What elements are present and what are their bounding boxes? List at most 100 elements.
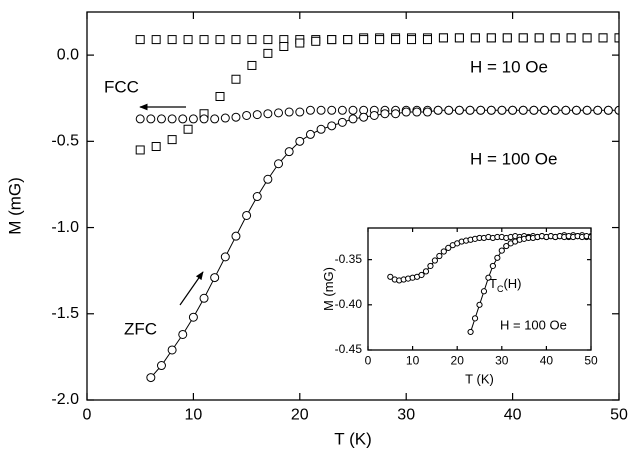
data-point — [465, 105, 475, 115]
data-point — [252, 110, 262, 120]
data-point — [598, 33, 608, 43]
x-tick-label: 50 — [610, 406, 628, 423]
data-point — [418, 271, 425, 279]
x-tick-label: 0 — [365, 354, 372, 368]
data-point — [486, 33, 496, 43]
y-tick-label: 0.0 — [57, 46, 79, 63]
data-point — [470, 33, 480, 43]
tc-label: TC(H) — [489, 276, 522, 294]
data-point — [295, 38, 305, 48]
tc-label-part: (H) — [503, 276, 521, 291]
x-tick-label: 40 — [504, 406, 522, 423]
data-point — [422, 35, 432, 45]
data-point — [582, 33, 592, 43]
y-tick-label: -0.45 — [335, 342, 363, 356]
data-point — [391, 35, 401, 45]
data-point — [486, 105, 496, 115]
data-point — [550, 105, 560, 115]
data-point — [343, 35, 353, 45]
data-point — [151, 142, 161, 152]
data-point — [454, 33, 464, 43]
data-point — [571, 105, 581, 115]
data-point — [467, 328, 474, 336]
data-point — [135, 145, 145, 155]
data-point — [210, 114, 220, 124]
data-point — [263, 174, 273, 184]
data-point — [231, 74, 241, 84]
annotation: H = 10 Oe — [470, 57, 548, 76]
data-point — [359, 112, 369, 122]
data-point — [375, 35, 385, 45]
data-point — [561, 105, 571, 115]
data-point — [279, 41, 289, 51]
annotation: H = 100 Oe — [470, 149, 557, 168]
data-point — [454, 105, 464, 115]
data-point — [431, 257, 438, 264]
data-point — [494, 254, 501, 261]
data-point — [199, 114, 209, 124]
x-tick-label: 20 — [291, 406, 309, 423]
data-point — [369, 110, 379, 120]
data-point — [242, 210, 252, 220]
data-point — [284, 147, 294, 157]
data-point — [156, 114, 166, 124]
data-point — [183, 124, 193, 134]
y-tick-label: -1.0 — [51, 219, 79, 236]
data-point — [215, 35, 225, 45]
data-point — [316, 105, 326, 115]
data-point — [337, 105, 347, 115]
x-tick-label: 20 — [451, 354, 465, 368]
data-point — [156, 361, 166, 371]
data-point — [614, 105, 619, 115]
plot-frame — [86, 11, 620, 401]
data-point — [231, 112, 241, 122]
data-point — [146, 114, 156, 124]
data-point — [529, 105, 539, 115]
data-point — [274, 108, 284, 118]
data-point — [199, 35, 209, 45]
data-point — [444, 105, 454, 115]
data-point — [327, 105, 337, 115]
data-point — [295, 107, 305, 117]
data-point — [263, 35, 273, 45]
data-point — [508, 105, 518, 115]
tc-label-part: T — [489, 276, 497, 291]
data-point — [247, 35, 257, 45]
data-point — [401, 107, 411, 117]
data-point — [178, 114, 188, 124]
data-point — [433, 105, 443, 115]
data-point — [603, 105, 613, 115]
data-point — [188, 312, 198, 322]
data-point — [412, 107, 422, 117]
x-tick-label: 10 — [185, 406, 203, 423]
data-point — [593, 105, 603, 115]
data-point — [498, 247, 505, 254]
data-point — [518, 33, 528, 43]
data-point — [252, 192, 262, 202]
data-point — [151, 35, 161, 45]
zfc-arrow — [179, 271, 204, 306]
data-point — [210, 273, 220, 283]
data-point — [167, 135, 177, 145]
x-tick-label: 0 — [83, 406, 92, 423]
y-tick-label: -0.40 — [335, 297, 363, 311]
data-point — [489, 262, 496, 270]
data-point — [422, 107, 432, 117]
data-point — [407, 35, 417, 45]
data-point — [445, 244, 452, 251]
data-point — [215, 91, 225, 101]
data-point — [436, 252, 443, 260]
x-tick-label: 30 — [397, 406, 415, 423]
data-point — [135, 35, 145, 45]
data-point — [476, 105, 486, 115]
data-point — [566, 33, 576, 43]
annotation: ZFC — [124, 319, 157, 338]
data-point — [380, 109, 390, 119]
data-point — [183, 35, 193, 45]
data-point — [305, 129, 315, 139]
x-tick-label: 30 — [495, 354, 509, 368]
data-point — [178, 329, 188, 339]
x-axis-label: T (K) — [465, 371, 494, 386]
data-point — [295, 136, 305, 146]
